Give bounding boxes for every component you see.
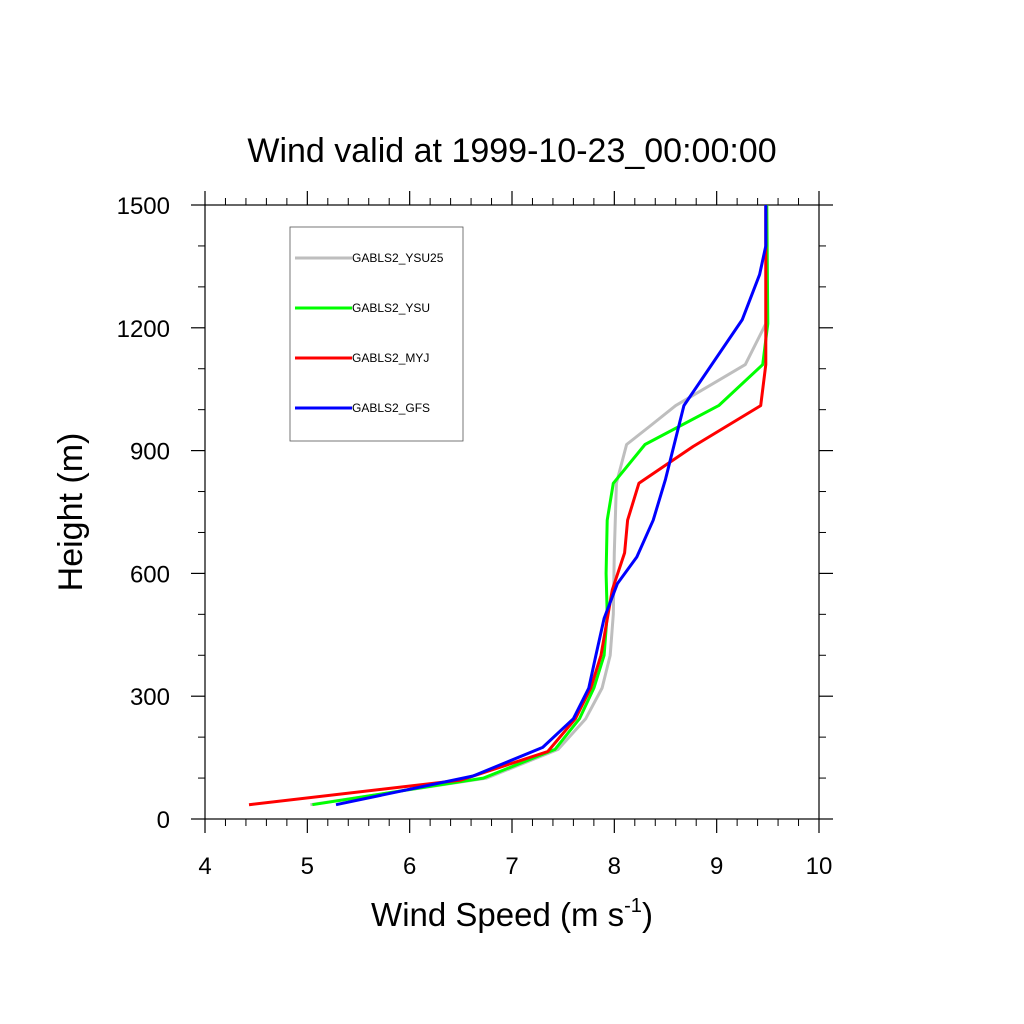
series-line-gabls2-gfs [335, 205, 768, 807]
y-tick-label: 1200 [117, 316, 170, 343]
y-tick-labels: 0 300 600 900 1200 1500 [117, 193, 170, 834]
y-axis-label: Height (m) [52, 433, 90, 592]
legend: GABLS2_YSU25 GABLS2_YSU GABLS2_MYJ GABLS2_G… [289, 226, 464, 442]
x-tick-label: 5 [301, 853, 314, 880]
legend-box [289, 226, 464, 442]
chart-title: Wind valid at 1999-10-23_00:00:00 [247, 132, 776, 170]
x-tick-label: 10 [806, 853, 833, 880]
y-tick-label: 600 [130, 561, 170, 588]
y-tick-label: 0 [157, 807, 170, 834]
series-lines [248, 204, 770, 807]
x-axis-label: Wind Speed (m s-1) [371, 895, 653, 933]
legend-label: GABLS2_GFS [352, 401, 430, 415]
x-tick-label: 9 [710, 853, 723, 880]
legend-label: GABLS2_YSU25 [352, 251, 444, 265]
legend-label: GABLS2_MYJ [352, 351, 429, 365]
x-tick-label: 7 [505, 853, 518, 880]
series-line-gabls2-myj [248, 205, 768, 807]
x-tick-label: 8 [608, 853, 621, 880]
y-tick-label: 300 [130, 684, 170, 711]
x-tick-labels: 4 5 6 7 8 9 10 [198, 853, 832, 880]
legend-label: GABLS2_YSU [352, 301, 430, 315]
x-axis-label-superscript: -1 [624, 895, 642, 917]
series-line-gabls2-ysu25 [310, 205, 768, 807]
x-tick-label: 6 [403, 853, 416, 880]
y-tick-label: 900 [130, 439, 170, 466]
series-line-gabls2-ysu [312, 204, 770, 807]
x-axis-label-main: Wind Speed (m s [371, 896, 624, 933]
axis-ticks [191, 191, 833, 833]
y-tick-label: 1500 [117, 193, 170, 220]
plot-area [191, 191, 833, 833]
x-axis-label-suffix: ) [642, 896, 653, 933]
x-tick-label: 4 [198, 853, 211, 880]
